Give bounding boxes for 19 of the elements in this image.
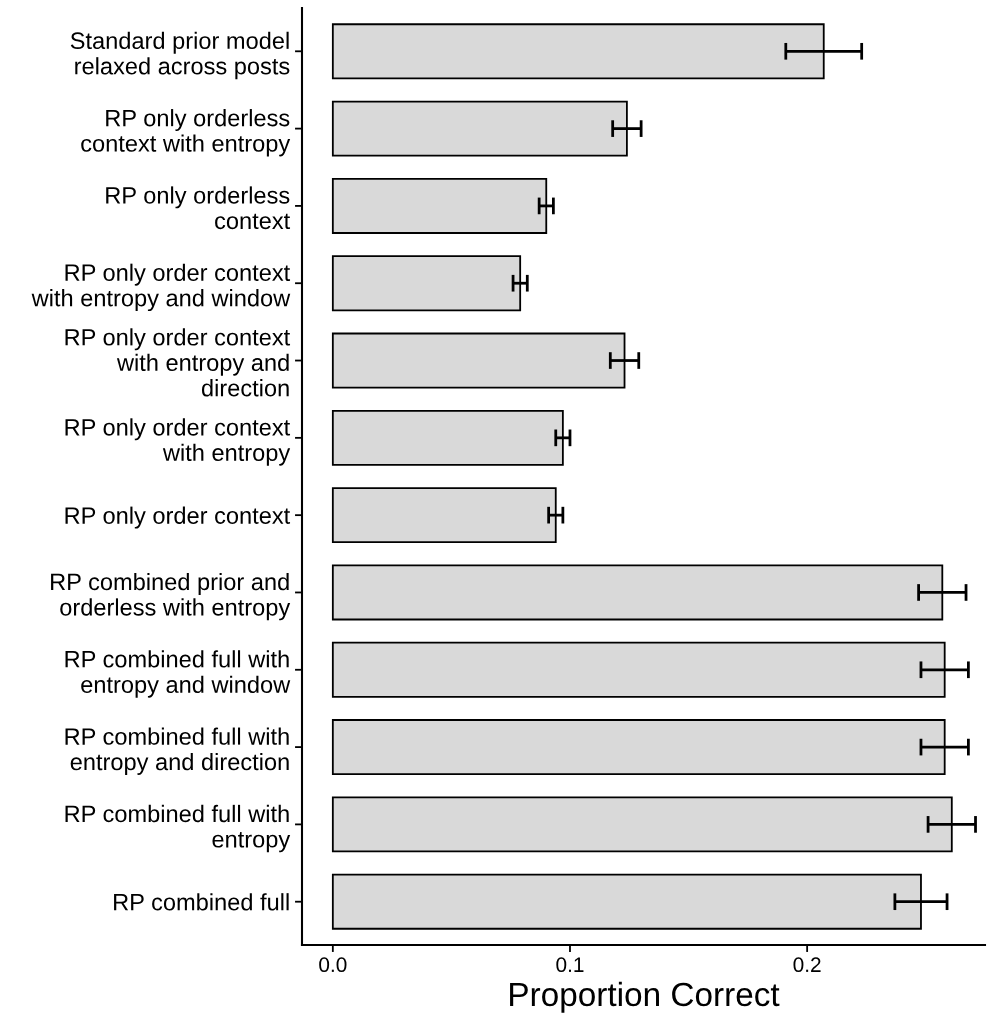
y-tick-label: RP combined full with entropy xyxy=(65,804,291,853)
y-tick-label: RP only order context with entropy xyxy=(65,418,291,466)
bar xyxy=(331,177,548,234)
y-tick-label: RP only order context with entropy and window xyxy=(31,263,291,312)
y-tick-label: Standard prior model relaxed across posts xyxy=(70,31,290,80)
x-axis-title: Proportion Correct xyxy=(510,981,780,1013)
bar xyxy=(331,255,522,312)
y-tick-label: RP combined full with entropy and window xyxy=(65,650,291,698)
y-tick-label: RP combined full with entropy and direction xyxy=(65,727,289,775)
y-tick-label: RP only orderless context with entropy xyxy=(81,109,291,157)
x-tick-label: 0.2 xyxy=(793,957,821,973)
bar xyxy=(331,487,557,544)
y-tick-label: RP combined prior and orderless with entropy xyxy=(51,572,291,621)
y-tick-label: RP only order context xyxy=(65,506,291,529)
x-tick-label: 0.1 xyxy=(556,957,584,973)
y-tick-label: RP combined full xyxy=(114,893,289,911)
y-tick-label: RP only orderless context xyxy=(106,186,291,230)
y-tick-label: RP only order context with entropy and direction xyxy=(65,328,291,397)
x-tick-label: 0.0 xyxy=(319,957,347,973)
